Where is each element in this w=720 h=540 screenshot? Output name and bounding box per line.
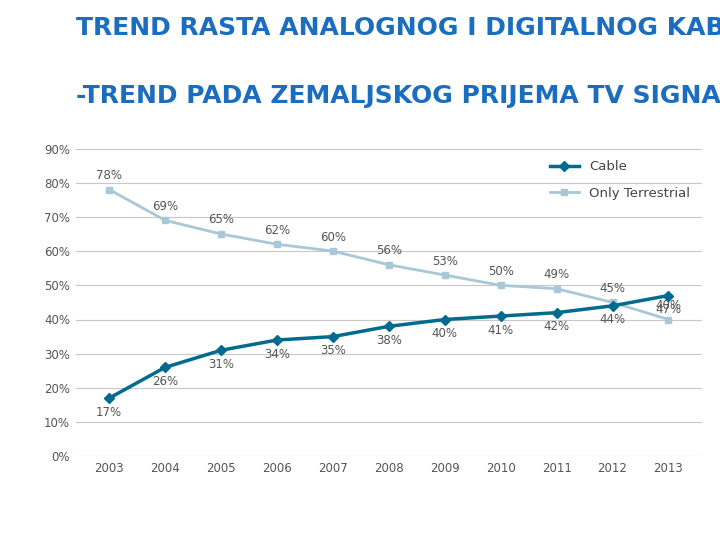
Text: 40%: 40% xyxy=(655,299,681,312)
Ellipse shape xyxy=(608,483,629,487)
Text: 31%: 31% xyxy=(208,358,234,371)
Text: 50%: 50% xyxy=(487,265,513,278)
Text: 35%: 35% xyxy=(320,344,346,357)
Text: 26%: 26% xyxy=(152,375,178,388)
Ellipse shape xyxy=(547,483,569,487)
Ellipse shape xyxy=(456,483,478,487)
Text: 17%: 17% xyxy=(96,406,122,419)
Text: 45%: 45% xyxy=(600,282,626,295)
Text: 40%: 40% xyxy=(432,327,458,340)
Text: TREND RASTA ANALOGNOG I DIGITALNOG KABLA: TREND RASTA ANALOGNOG I DIGITALNOG KABLA xyxy=(76,16,720,40)
Text: 42%: 42% xyxy=(544,320,570,333)
Ellipse shape xyxy=(638,483,660,487)
Text: Copyright © 2013 The Nielsen Company: Copyright © 2013 The Nielsen Company xyxy=(531,519,702,529)
Text: 62%: 62% xyxy=(264,224,290,237)
Text: 56%: 56% xyxy=(376,244,402,257)
Text: 60%: 60% xyxy=(320,231,346,244)
Text: 38%: 38% xyxy=(376,334,402,347)
Text: 49%: 49% xyxy=(544,268,570,281)
Text: nielsen: nielsen xyxy=(18,496,102,516)
Text: 78%: 78% xyxy=(96,169,122,182)
Text: -TREND PADA ZEMALJSKOG PRIJEMA TV SIGNALA: -TREND PADA ZEMALJSKOG PRIJEMA TV SIGNAL… xyxy=(76,84,720,107)
Text: 34%: 34% xyxy=(264,348,290,361)
Ellipse shape xyxy=(577,483,599,487)
Text: 44%: 44% xyxy=(600,313,626,326)
Ellipse shape xyxy=(698,483,720,487)
Ellipse shape xyxy=(668,483,690,487)
Ellipse shape xyxy=(517,483,539,487)
Text: 47%: 47% xyxy=(655,303,682,316)
Text: 41%: 41% xyxy=(487,323,513,336)
Text: 53%: 53% xyxy=(432,254,458,267)
Legend: Cable, Only Terrestrial: Cable, Only Terrestrial xyxy=(544,155,696,205)
Text: 69%: 69% xyxy=(152,200,178,213)
Text: 65%: 65% xyxy=(208,213,234,226)
Ellipse shape xyxy=(487,483,508,487)
